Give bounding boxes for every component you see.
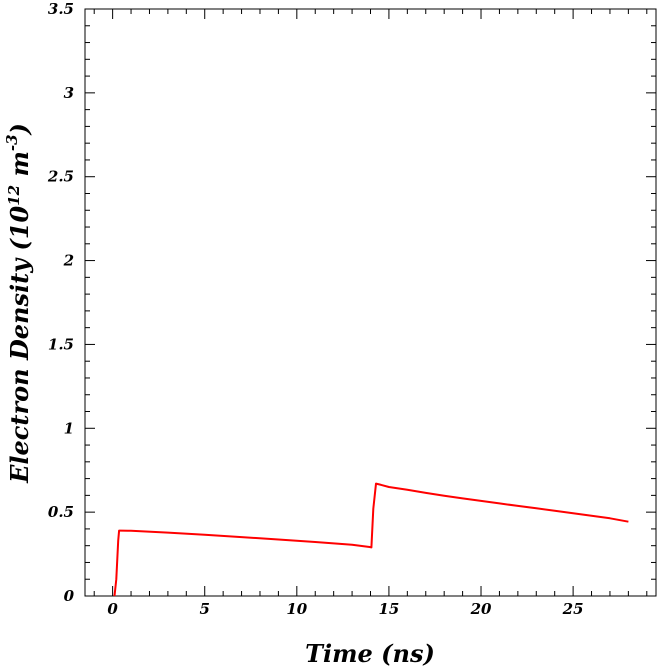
y-axis-ticks: 0 0.5 1 1.5 2 2.5 3 3.5 [47, 0, 656, 605]
y-tick-label: 2 [63, 252, 74, 270]
y-tick-label: 1 [64, 419, 74, 437]
y-axis-title-exp2: -3 [3, 134, 21, 151]
x-tick-label: 20 [470, 600, 492, 618]
x-axis-ticks: 0 5 10 15 20 25 [93, 9, 648, 618]
x-tick-label: 5 [200, 600, 210, 618]
y-tick-label: 3.5 [48, 0, 74, 18]
plot-frame [84, 8, 657, 597]
y-tick-label: 0.5 [48, 503, 74, 521]
y-axis-title-unit: m [5, 151, 34, 185]
y-tick-label: 2.5 [47, 168, 74, 186]
x-tick-label: 0 [107, 600, 118, 618]
y-axis-title-exp1: 12 [5, 185, 23, 206]
x-axis-title: Time (ns) [305, 639, 435, 668]
y-tick-label: 0 [64, 587, 75, 605]
y-tick-label: 1.5 [48, 335, 74, 353]
y-axis-title-close: ) [5, 123, 34, 135]
x-tick-label: 15 [378, 600, 399, 618]
x-tick-label: 10 [286, 600, 307, 618]
y-axis-title-text: Electron Density (10 [5, 205, 34, 483]
series-line-0 [113, 482, 629, 597]
y-axis-title: Electron Density (1012 m-3) [3, 123, 34, 484]
series-layer [113, 482, 629, 597]
y-tick-label: 3 [64, 84, 74, 102]
x-tick-label: 25 [562, 600, 584, 618]
